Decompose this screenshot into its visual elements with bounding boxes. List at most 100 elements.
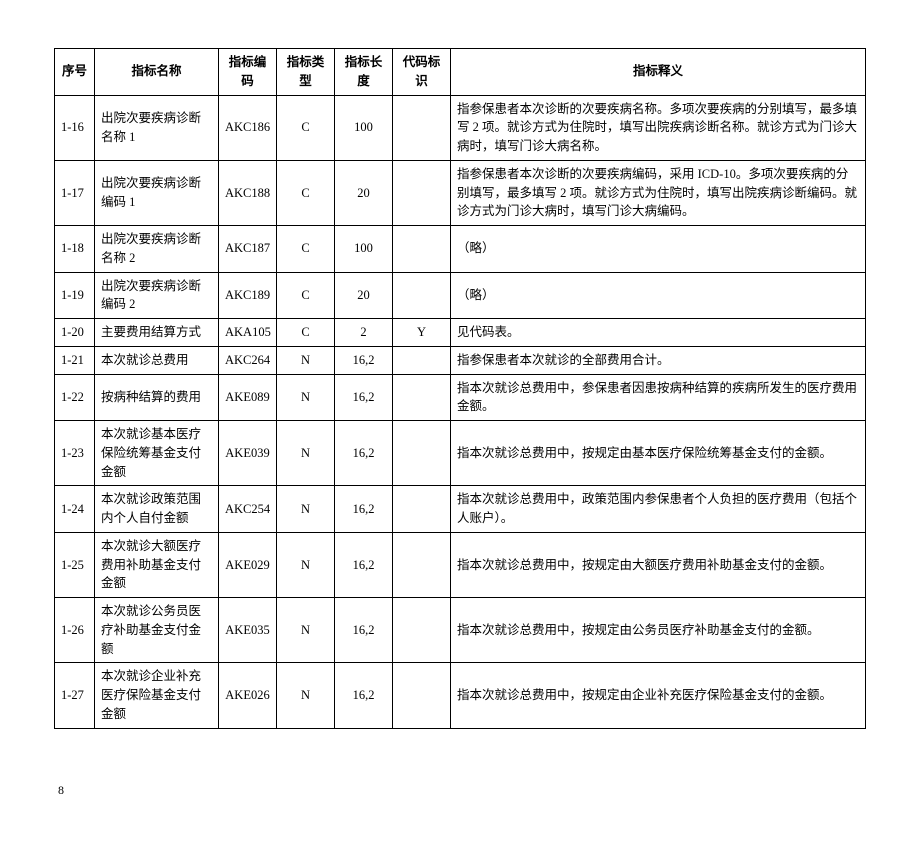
cell-type: N xyxy=(277,532,335,597)
cell-desc: 指本次就诊总费用中，按规定由企业补充医疗保险基金支付的金额。 xyxy=(451,663,866,728)
cell-name: 按病种结算的费用 xyxy=(95,374,219,421)
cell-name: 出院次要疾病诊断编码 1 xyxy=(95,160,219,225)
cell-len: 16,2 xyxy=(335,346,393,374)
page-number: 8 xyxy=(58,783,866,798)
table-row: 1-27本次就诊企业补充医疗保险基金支付金额AKE026N16,2 指本次就诊总费… xyxy=(55,663,866,728)
cell-type: C xyxy=(277,160,335,225)
cell-code: AKC186 xyxy=(219,95,277,160)
table-row: 1-20主要费用结算方式AKA105C2Y见代码表。 xyxy=(55,319,866,347)
table-row: 1-24本次就诊政策范围内个人自付金额AKC254N16,2 指本次就诊总费用中，… xyxy=(55,486,866,533)
cell-seq: 1-17 xyxy=(55,160,95,225)
table-row: 1-19出院次要疾病诊断编码 2AKC189C20 （略） xyxy=(55,272,866,319)
cell-type: C xyxy=(277,272,335,319)
cell-desc: （略） xyxy=(451,226,866,273)
cell-len: 100 xyxy=(335,95,393,160)
cell-type: N xyxy=(277,346,335,374)
cell-desc: 指参保患者本次诊断的次要疾病名称。多项次要疾病的分别填写，最多填写 2 项。就诊… xyxy=(451,95,866,160)
cell-seq: 1-27 xyxy=(55,663,95,728)
cell-code: AKC189 xyxy=(219,272,277,319)
col-header-flag: 代码标识 xyxy=(393,49,451,96)
cell-desc: 指本次就诊总费用中，按规定由大额医疗费用补助基金支付的金额。 xyxy=(451,532,866,597)
cell-flag xyxy=(393,272,451,319)
cell-type: C xyxy=(277,95,335,160)
cell-seq: 1-22 xyxy=(55,374,95,421)
cell-name: 本次就诊基本医疗保险统筹基金支付金额 xyxy=(95,421,219,486)
cell-desc: 见代码表。 xyxy=(451,319,866,347)
cell-flag xyxy=(393,532,451,597)
table-row: 1-16出院次要疾病诊断名称 1AKC186C100指参保患者本次诊断的次要疾病… xyxy=(55,95,866,160)
cell-code: AKC264 xyxy=(219,346,277,374)
cell-code: AKE029 xyxy=(219,532,277,597)
cell-flag xyxy=(393,663,451,728)
cell-code: AKE035 xyxy=(219,598,277,663)
cell-len: 100 xyxy=(335,226,393,273)
cell-name: 本次就诊政策范围内个人自付金额 xyxy=(95,486,219,533)
cell-name: 本次就诊企业补充医疗保险基金支付金额 xyxy=(95,663,219,728)
cell-name: 出院次要疾病诊断名称 2 xyxy=(95,226,219,273)
cell-len: 16,2 xyxy=(335,421,393,486)
cell-len: 16,2 xyxy=(335,486,393,533)
cell-seq: 1-20 xyxy=(55,319,95,347)
table-row: 1-17出院次要疾病诊断编码 1AKC188C20 指参保患者本次诊断的次要疾病编… xyxy=(55,160,866,225)
cell-desc: 指本次就诊总费用中，政策范围内参保患者个人负担的医疗费用（包括个人账户）。 xyxy=(451,486,866,533)
cell-code: AKC254 xyxy=(219,486,277,533)
cell-type: N xyxy=(277,663,335,728)
cell-code: AKA105 xyxy=(219,319,277,347)
cell-code: AKE039 xyxy=(219,421,277,486)
cell-name: 本次就诊公务员医疗补助基金支付金额 xyxy=(95,598,219,663)
cell-flag xyxy=(393,226,451,273)
cell-len: 16,2 xyxy=(335,598,393,663)
cell-seq: 1-23 xyxy=(55,421,95,486)
cell-type: N xyxy=(277,421,335,486)
cell-desc: 指本次就诊总费用中，参保患者因患按病种结算的疾病所发生的医疗费用金额。 xyxy=(451,374,866,421)
table-row: 1-22按病种结算的费用AKE089N16,2 指本次就诊总费用中，参保患者因患按… xyxy=(55,374,866,421)
cell-name: 出院次要疾病诊断名称 1 xyxy=(95,95,219,160)
cell-name: 出院次要疾病诊断编码 2 xyxy=(95,272,219,319)
table-row: 1-25本次就诊大额医疗费用补助基金支付金额AKE029N16,2指本次就诊总费… xyxy=(55,532,866,597)
cell-seq: 1-25 xyxy=(55,532,95,597)
cell-len: 16,2 xyxy=(335,663,393,728)
cell-len: 16,2 xyxy=(335,532,393,597)
cell-flag xyxy=(393,346,451,374)
cell-len: 16,2 xyxy=(335,374,393,421)
cell-code: AKC187 xyxy=(219,226,277,273)
cell-seq: 1-26 xyxy=(55,598,95,663)
table-row: 1-23本次就诊基本医疗保险统筹基金支付金额AKE039N16,2 指本次就诊总费… xyxy=(55,421,866,486)
cell-type: N xyxy=(277,598,335,663)
cell-len: 20 xyxy=(335,272,393,319)
cell-code: AKE026 xyxy=(219,663,277,728)
table-row: 1-21本次就诊总费用AKC264N16,2指参保患者本次就诊的全部费用合计。 xyxy=(55,346,866,374)
cell-flag xyxy=(393,160,451,225)
col-header-seq: 序号 xyxy=(55,49,95,96)
col-header-desc: 指标释义 xyxy=(451,49,866,96)
cell-seq: 1-24 xyxy=(55,486,95,533)
cell-code: AKE089 xyxy=(219,374,277,421)
cell-len: 2 xyxy=(335,319,393,347)
cell-name: 主要费用结算方式 xyxy=(95,319,219,347)
cell-code: AKC188 xyxy=(219,160,277,225)
cell-type: N xyxy=(277,374,335,421)
cell-flag xyxy=(393,486,451,533)
cell-seq: 1-19 xyxy=(55,272,95,319)
cell-seq: 1-18 xyxy=(55,226,95,273)
cell-flag: Y xyxy=(393,319,451,347)
cell-flag xyxy=(393,598,451,663)
cell-seq: 1-21 xyxy=(55,346,95,374)
table-row: 1-26本次就诊公务员医疗补助基金支付金额AKE035N16,2指本次就诊总费用… xyxy=(55,598,866,663)
table-header-row: 序号 指标名称 指标编码 指标类型 指标长度 代码标识 指标释义 xyxy=(55,49,866,96)
cell-len: 20 xyxy=(335,160,393,225)
cell-type: N xyxy=(277,486,335,533)
col-header-code: 指标编码 xyxy=(219,49,277,96)
cell-desc: 指本次就诊总费用中，按规定由基本医疗保险统筹基金支付的金额。 xyxy=(451,421,866,486)
col-header-len: 指标长度 xyxy=(335,49,393,96)
cell-name: 本次就诊总费用 xyxy=(95,346,219,374)
table-row: 1-18出院次要疾病诊断名称 2AKC187C100（略） xyxy=(55,226,866,273)
cell-flag xyxy=(393,374,451,421)
col-header-name: 指标名称 xyxy=(95,49,219,96)
cell-desc: （略） xyxy=(451,272,866,319)
cell-flag xyxy=(393,95,451,160)
cell-flag xyxy=(393,421,451,486)
cell-type: C xyxy=(277,319,335,347)
cell-desc: 指参保患者本次诊断的次要疾病编码，采用 ICD-10。多项次要疾病的分别填写，最… xyxy=(451,160,866,225)
indicator-table: 序号 指标名称 指标编码 指标类型 指标长度 代码标识 指标释义 1-16出院次… xyxy=(54,48,866,729)
